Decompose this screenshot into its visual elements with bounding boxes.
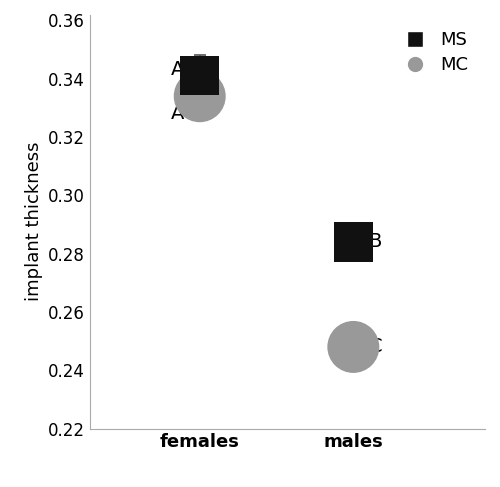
Point (350, 238, 358, 246)
Point (196, 93, 203, 100)
Y-axis label: implant thickness: implant thickness (24, 142, 42, 301)
Legend: MS, MC: MS, MC (390, 24, 476, 81)
Point (196, 72, 203, 80)
Text: B: B (368, 232, 382, 251)
Text: A: A (171, 60, 184, 79)
Text: A: A (171, 104, 184, 123)
Point (350, 343, 358, 351)
Text: C: C (368, 337, 382, 356)
